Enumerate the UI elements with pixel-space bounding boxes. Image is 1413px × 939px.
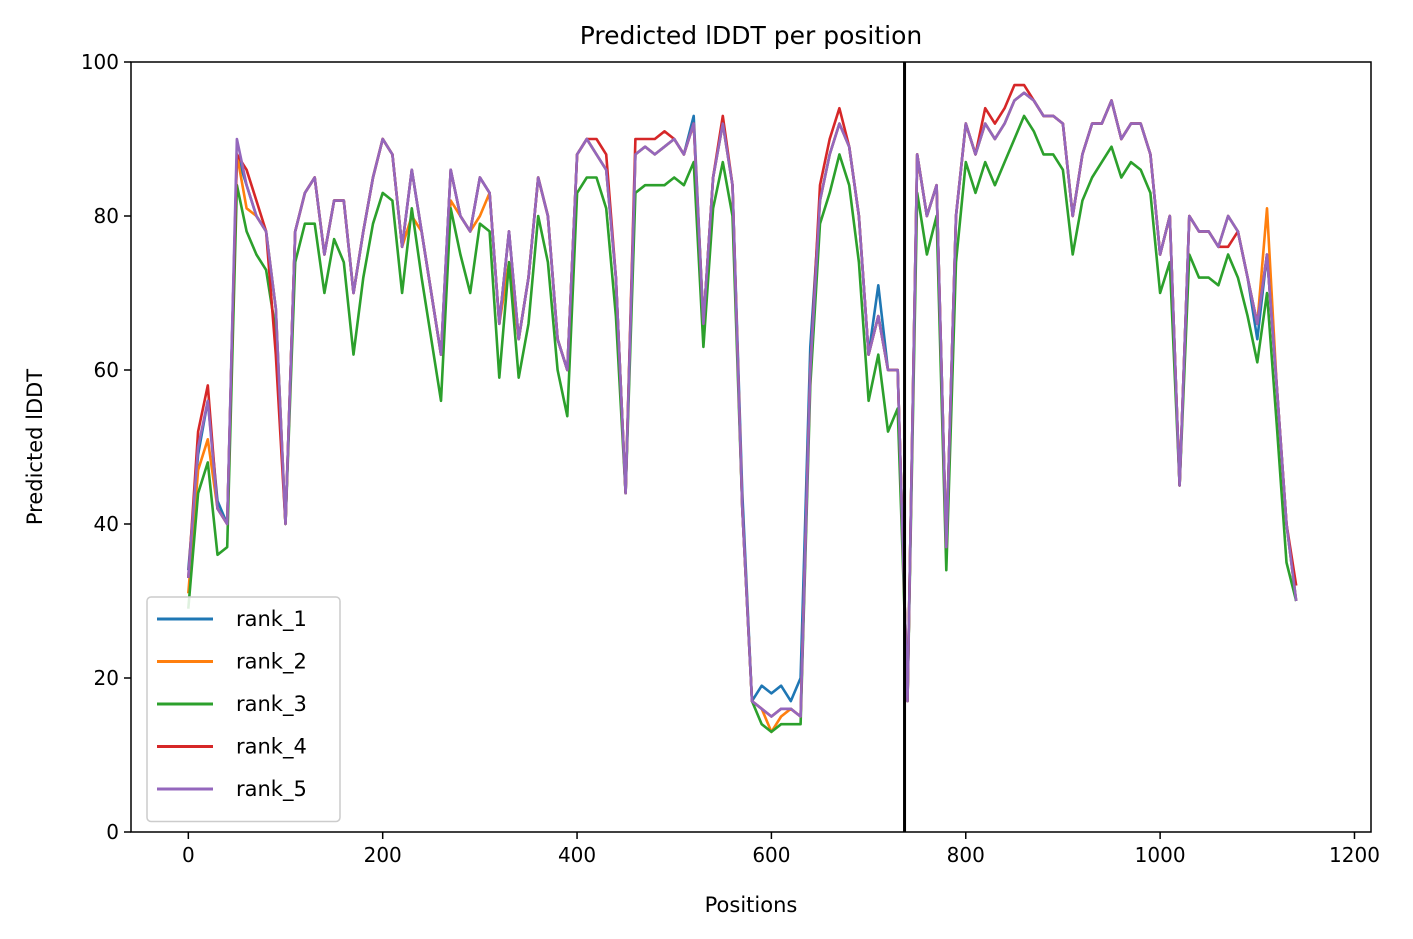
legend: rank_1 rank_2 rank_3 rank_4 rank_5	[146, 596, 341, 823]
legend-label: rank_2	[236, 650, 307, 675]
y-tick-label: 40	[94, 512, 119, 536]
x-tick-label: 1200	[1329, 843, 1380, 867]
y-tick-label: 60	[94, 358, 119, 382]
chart-title: Predicted lDDT per position	[580, 21, 922, 50]
x-tick-label: 600	[752, 843, 790, 867]
legend-label: rank_1	[236, 607, 307, 632]
legend-label: rank_3	[236, 692, 307, 717]
x-tick-label: 1000	[1135, 843, 1186, 867]
legend-box	[146, 596, 341, 823]
x-tick-label: 800	[947, 843, 985, 867]
x-tick-label: 400	[558, 843, 596, 867]
y-axis: 0 20 40 60 80 100	[81, 50, 131, 844]
y-tick-label: 20	[94, 666, 119, 690]
y-tick-label: 0	[106, 820, 119, 844]
legend-label: rank_4	[236, 735, 307, 760]
x-axis-label: Positions	[705, 893, 798, 917]
x-axis: 0 200 400 600 800 1000 1200	[182, 832, 1380, 867]
legend-label: rank_5	[236, 777, 307, 802]
series-layer	[187, 83, 1298, 734]
series-line-rank-5	[187, 91, 1298, 718]
y-tick-label: 80	[94, 204, 119, 228]
x-tick-label: 0	[182, 843, 195, 867]
y-axis-label: Predicted lDDT	[23, 369, 47, 525]
x-tick-label: 200	[364, 843, 402, 867]
y-tick-label: 100	[81, 50, 119, 74]
plot-frame	[130, 61, 1372, 833]
